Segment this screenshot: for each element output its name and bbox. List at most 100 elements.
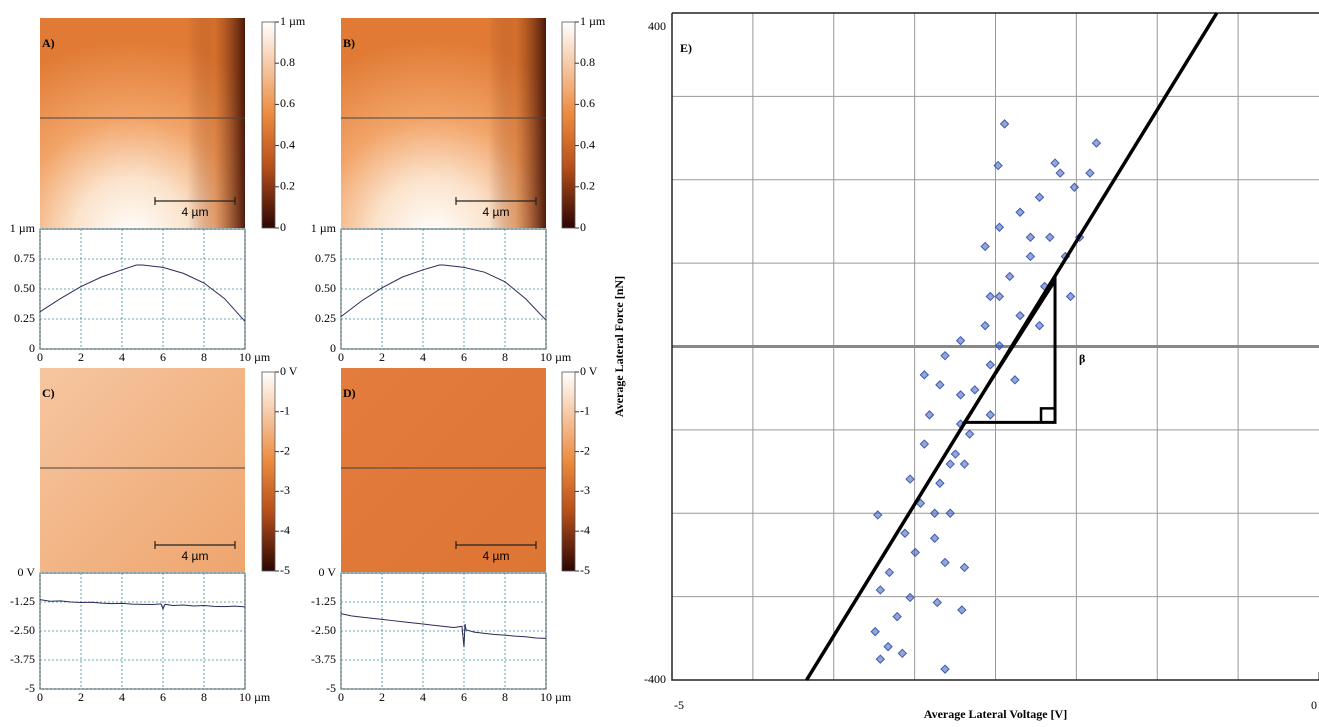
data-point	[883, 641, 893, 652]
panel-label: C)	[42, 386, 55, 400]
colorbar-tick-label: 0.6	[580, 96, 595, 110]
colorbar-tick-label: 1 µm	[280, 14, 306, 28]
afm-image	[40, 368, 245, 572]
x-tick-label: -5	[674, 698, 684, 712]
x-tick-label: 2	[379, 690, 385, 704]
data-point	[1010, 375, 1020, 385]
x-tick-label: 4	[420, 690, 426, 704]
data-point	[1050, 158, 1060, 168]
data-point	[900, 528, 910, 538]
colorbar	[561, 21, 576, 229]
data-point	[1015, 207, 1025, 217]
data-point	[910, 547, 920, 558]
data-point	[897, 648, 908, 659]
data-point	[892, 611, 902, 622]
x-tick-label: 2	[78, 690, 84, 704]
y-tick-label: 0	[330, 341, 336, 355]
y-tick-label: -3.75	[10, 652, 35, 666]
x-tick-label: 4	[119, 350, 125, 364]
data-point	[1045, 232, 1055, 242]
data-point	[955, 335, 966, 346]
x-tick-label: 2	[379, 350, 385, 364]
data-point	[957, 605, 967, 615]
data-point	[994, 340, 1005, 351]
colorbar-tick-label: 0	[580, 220, 586, 234]
x-tick-label: 10 µm	[540, 350, 572, 364]
x-tick-label: 4	[420, 350, 426, 364]
x-tick-label: 0	[37, 690, 43, 704]
x-tick-label: 0	[338, 690, 344, 704]
scale-bar-label: 4 µm	[182, 205, 209, 219]
y-tick-label: -2.50	[311, 623, 336, 637]
data-point	[985, 360, 996, 370]
scale-bar	[154, 541, 236, 549]
data-point	[1069, 182, 1080, 192]
colorbar-tick-label: 0.6	[280, 96, 295, 110]
data-point	[1065, 291, 1076, 302]
colorbar-tick-label: 0 V	[580, 364, 598, 378]
scale-bar-label: 4 µm	[483, 205, 510, 219]
data-point	[985, 291, 996, 302]
colorbar-tick-label: 0 V	[280, 364, 298, 378]
x-tick-label: 8	[201, 690, 207, 704]
colorbar-tick-label: -4	[580, 523, 590, 537]
y-tick-label: -3.75	[311, 652, 336, 666]
data-point	[929, 533, 940, 543]
data-point	[884, 567, 895, 578]
data-point	[1025, 251, 1036, 262]
x-tick-label: 10 µm	[239, 350, 271, 364]
y-tick-label: -1.25	[311, 594, 336, 608]
data-point	[1005, 271, 1015, 282]
colorbar-tick-label: 1 µm	[580, 14, 606, 28]
data-point	[935, 380, 945, 390]
data-point	[1015, 310, 1025, 321]
colorbar-tick-label: -2	[280, 443, 290, 457]
x-tick-label: 8	[502, 690, 508, 704]
data-point	[870, 626, 880, 637]
x-tick-label: 2	[78, 350, 84, 364]
data-point	[955, 390, 966, 400]
colorbar-tick-label: 0.8	[280, 55, 295, 69]
x-tick-label: 4	[119, 690, 125, 704]
data-point	[1034, 320, 1045, 331]
data-point	[980, 320, 990, 331]
y-tick-label: 0.25	[14, 311, 35, 325]
y-tick-label: 0.50	[14, 281, 35, 295]
right-angle-marker	[1039, 407, 1056, 423]
scale-bar	[455, 541, 537, 549]
data-point	[1025, 232, 1036, 242]
colorbar-tick-label: 0.4	[580, 137, 595, 151]
colorbar-tick-label: 0.2	[280, 179, 295, 193]
profile-line	[39, 599, 246, 611]
x-axis-title: Average Lateral Voltage [V]	[924, 707, 1067, 721]
x-tick-label: 6	[160, 350, 166, 364]
x-tick-label: 6	[160, 690, 166, 704]
data-point	[950, 449, 961, 459]
colorbar-tick-label: -2	[580, 443, 590, 457]
x-tick-label: 10 µm	[540, 690, 572, 704]
data-point	[959, 562, 970, 573]
profile-line	[340, 613, 547, 648]
data-point	[940, 664, 950, 674]
data-point	[940, 557, 950, 568]
data-point	[1034, 192, 1045, 202]
x-tick-label: 0	[338, 350, 344, 364]
colorbar	[261, 371, 276, 572]
y-axis-title: Average Lateral Force [nN]	[612, 276, 626, 417]
data-point	[1091, 138, 1102, 148]
x-tick-label: 8	[502, 350, 508, 364]
y-tick-label: 0 V	[18, 565, 36, 579]
data-point	[964, 429, 975, 439]
panel-label: A)	[42, 36, 55, 50]
data-point	[929, 508, 940, 518]
colorbar-tick-label: -5	[280, 563, 290, 577]
afm-image-edge	[341, 18, 546, 228]
data-point	[994, 222, 1005, 232]
y-tick-label: -1.25	[10, 594, 35, 608]
x-tick-label: 0	[37, 350, 43, 364]
plot-frame	[39, 572, 246, 690]
x-tick-label: 8	[201, 350, 207, 364]
y-tick-label: 0.50	[315, 281, 336, 295]
data-point	[875, 585, 886, 595]
